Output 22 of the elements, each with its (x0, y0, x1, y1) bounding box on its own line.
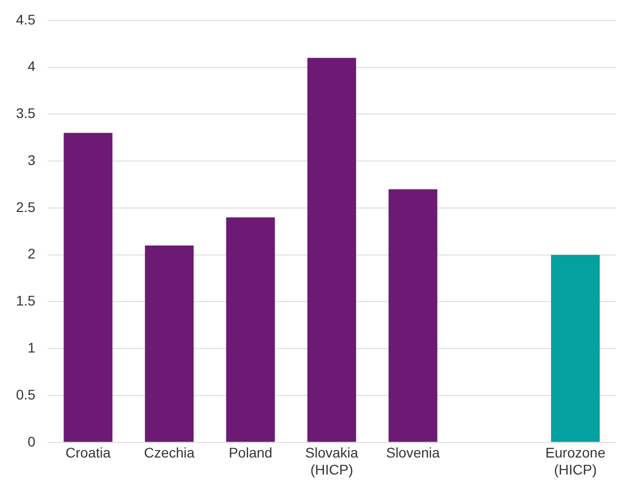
y-tick-label: 4 (28, 58, 36, 74)
y-tick-label: 0 (28, 433, 36, 450)
y-tick-label: 2 (28, 246, 36, 262)
x-tick-label: Eurozone (HICP) (545, 444, 606, 478)
x-tick-label: Czechia (144, 444, 195, 461)
y-tick-label: 1 (28, 339, 36, 356)
y-tick-label: 1.5 (16, 292, 36, 309)
y-tick-label: 0.5 (16, 386, 36, 402)
y-tick-label: 4.5 (16, 11, 36, 28)
bar (388, 189, 438, 442)
y-tick-label: 3.5 (16, 105, 36, 122)
x-tick-label: Slovakia (HICP) (305, 444, 358, 478)
x-tick-label: Croatia (66, 444, 111, 461)
bar (307, 58, 356, 442)
bar (144, 245, 194, 442)
y-tick-label: 2.5 (16, 198, 36, 215)
x-tick-label: Slovenia (386, 444, 440, 461)
bar (64, 132, 112, 442)
x-tick-label: Poland (228, 444, 272, 461)
y-tick-label: 3 (28, 152, 36, 168)
bar (551, 254, 600, 442)
bar (226, 217, 275, 442)
